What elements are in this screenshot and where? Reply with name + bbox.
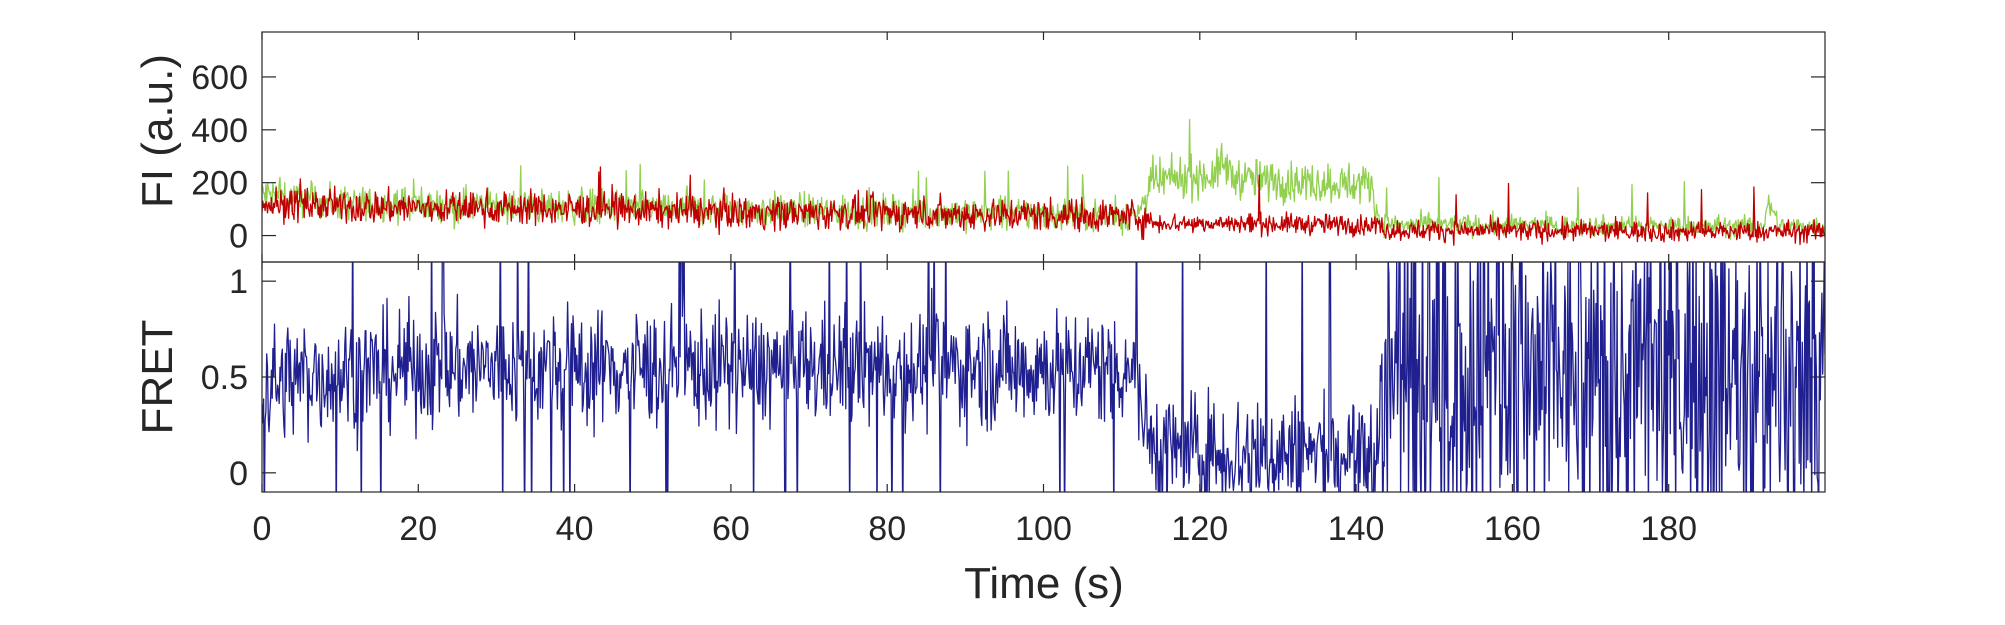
fret-ytick-label: 0.5 bbox=[201, 359, 248, 397]
fret-xtick-label: 180 bbox=[1640, 510, 1697, 548]
fret-xtick-label: 0 bbox=[253, 510, 272, 548]
fret-xtick-label: 140 bbox=[1328, 510, 1385, 548]
fret-panel: 0 0.5 1 0 20 40 60 80 100 120 140 160 180 bbox=[201, 261, 1826, 548]
fi-series-1 bbox=[262, 166, 1825, 246]
time-axis-label: Time (s) bbox=[964, 559, 1124, 608]
fi-ytick-label: 600 bbox=[191, 59, 248, 97]
fi-ytick-label: 200 bbox=[191, 165, 248, 203]
fi-ytick-label: 400 bbox=[191, 112, 248, 150]
fi-traces bbox=[262, 118, 1825, 246]
fret-xtick-label: 20 bbox=[399, 510, 437, 548]
fret-axis-label: FRET bbox=[133, 320, 182, 435]
fret-ytick-label: 1 bbox=[229, 263, 248, 301]
fi-ytick-label: 0 bbox=[229, 218, 248, 256]
fret-xtick-label: 100 bbox=[1015, 510, 1072, 548]
fret-traces bbox=[262, 262, 1825, 492]
fret-xtick-label: 120 bbox=[1171, 510, 1228, 548]
fret-xtick-label: 40 bbox=[556, 510, 594, 548]
fluorescence-panel: 0 200 400 600 bbox=[191, 31, 1826, 263]
fret-ytick-label: 0 bbox=[229, 455, 248, 493]
fret-xtick-label: 160 bbox=[1484, 510, 1541, 548]
fi-axis-label: FI (a.u.) bbox=[133, 54, 182, 208]
fret-xtick-label: 60 bbox=[712, 510, 750, 548]
fret-series-0 bbox=[262, 262, 1825, 492]
fret-xtick-label: 80 bbox=[868, 510, 906, 548]
